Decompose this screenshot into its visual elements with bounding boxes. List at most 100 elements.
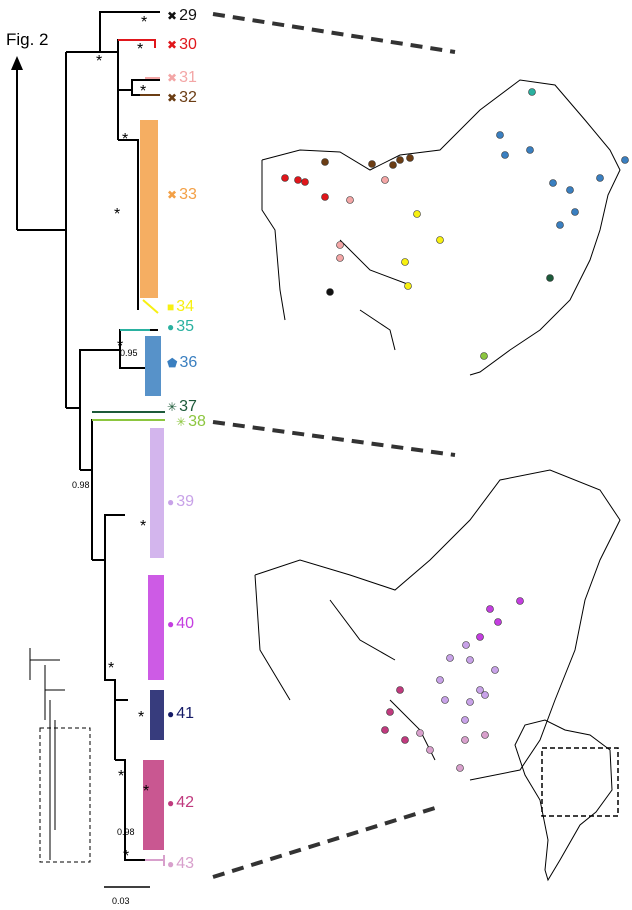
figure-label: Fig. 2: [6, 30, 49, 49]
clade-43-branch: [145, 855, 165, 866]
south-america-inset: [514, 719, 619, 882]
clade-number: 43: [176, 855, 195, 872]
clade-marker-icon: ●: [167, 796, 175, 810]
sampling-point: [389, 161, 397, 169]
sampling-point: [381, 726, 389, 734]
sampling-point: [404, 282, 412, 290]
sampling-point: [466, 698, 474, 706]
sampling-point: [566, 186, 574, 194]
sampling-point: [621, 156, 629, 164]
clade-label-30: ✖ 30: [167, 37, 197, 53]
clade-marker-icon: ⬟: [167, 356, 178, 370]
sampling-point: [396, 156, 404, 164]
scale-bar-label: 0.03: [112, 896, 130, 906]
sampling-point: [456, 764, 464, 772]
clade-33-block: [140, 120, 158, 298]
support-star: *: [118, 768, 125, 785]
sampling-point: [461, 736, 469, 744]
sampling-point: [396, 686, 404, 694]
sampling-point: [526, 146, 534, 154]
support-star: *: [123, 848, 130, 865]
sampling-point: [501, 151, 509, 159]
clade-number: 32: [179, 89, 197, 106]
clade-number: 36: [179, 354, 198, 371]
clade-marker-icon: ■: [167, 300, 175, 314]
sampling-point: [436, 676, 444, 684]
clade-number: 31: [179, 69, 197, 86]
clade-marker-icon: ✳: [176, 415, 187, 429]
inset-tree: [29, 648, 91, 863]
clade-number: 40: [176, 615, 195, 632]
support-star: *: [137, 41, 144, 58]
clade-label-34: ■ 34: [167, 299, 194, 315]
sampling-point: [481, 691, 489, 699]
sampling-point: [436, 236, 444, 244]
sampling-point: [496, 131, 504, 139]
sampling-point: [416, 729, 424, 737]
clade-marker-icon: ●: [167, 707, 175, 721]
map-top: [261, 79, 621, 376]
clade-marker-icon: ✳: [167, 400, 178, 414]
clade-marker-icon: ✖: [167, 91, 178, 105]
clade-label-31: ✖ 31: [167, 70, 197, 86]
clade-label-39: ● 39: [167, 494, 194, 510]
clade-label-41: ● 41: [167, 706, 194, 722]
support-star: *: [138, 709, 145, 726]
sampling-point: [413, 210, 421, 218]
tree-backbone: [65, 11, 160, 861]
sampling-point: [294, 176, 302, 184]
inset-dashed-box: [39, 727, 91, 863]
clade-label-29: ✖ 29: [167, 8, 197, 24]
sampling-point: [321, 193, 329, 201]
clade-39-block: [150, 428, 164, 558]
clade-marker-icon: ●: [167, 617, 175, 631]
clade-label-38: ✳ 38: [176, 414, 206, 430]
sampling-point: [381, 176, 389, 184]
clade-label-35: ● 35: [167, 319, 194, 335]
sampling-point: [368, 160, 376, 168]
support-value-1: 0.95: [120, 348, 138, 358]
clade-marker-icon: ●: [167, 495, 175, 509]
support-star: *: [117, 338, 124, 355]
sampling-point: [481, 731, 489, 739]
sampling-point: [476, 686, 484, 694]
clade-label-32: ✖ 32: [167, 90, 197, 106]
sampling-point: [441, 696, 449, 704]
sampling-point: [301, 178, 309, 186]
clade-number: 38: [188, 413, 206, 430]
sampling-point: [486, 605, 494, 613]
clade-branches: [92, 39, 165, 866]
clade-label-42: ● 42: [167, 795, 194, 811]
clade-label-37: ✳ 37: [167, 399, 197, 415]
clade-label-36: ⬟ 36: [167, 355, 197, 371]
support-star: *: [141, 14, 148, 31]
clade-marker-icon: ●: [167, 857, 175, 871]
sa-inset-dashed-box: [541, 747, 619, 817]
dashed-connectors: [212, 12, 456, 879]
clade-number: 37: [179, 398, 197, 415]
support-star: *: [143, 783, 150, 800]
clade-label-43: ● 43: [167, 856, 194, 872]
sampling-point: [491, 666, 499, 674]
clade-41-block: [150, 690, 164, 740]
support-value-2: 0.98: [72, 480, 90, 490]
clade-30-branch: [118, 39, 156, 48]
sampling-point: [401, 736, 409, 744]
sampling-point: [336, 254, 344, 262]
sampling-point: [516, 597, 524, 605]
sampling-point: [571, 208, 579, 216]
sampling-point: [556, 221, 564, 229]
clade-number: 34: [176, 298, 195, 315]
clade-marker-icon: ✖: [167, 71, 178, 85]
clade-label-40: ● 40: [167, 616, 194, 632]
sampling-point: [494, 618, 502, 626]
clade-marker-icon: ●: [167, 320, 175, 334]
map-bottom: [254, 469, 621, 781]
clade-label-33: ✖ 33: [167, 187, 197, 203]
sampling-point: [346, 196, 354, 204]
sampling-point: [480, 352, 488, 360]
sampling-point: [336, 241, 344, 249]
clade-marker-icon: ✖: [167, 38, 178, 52]
